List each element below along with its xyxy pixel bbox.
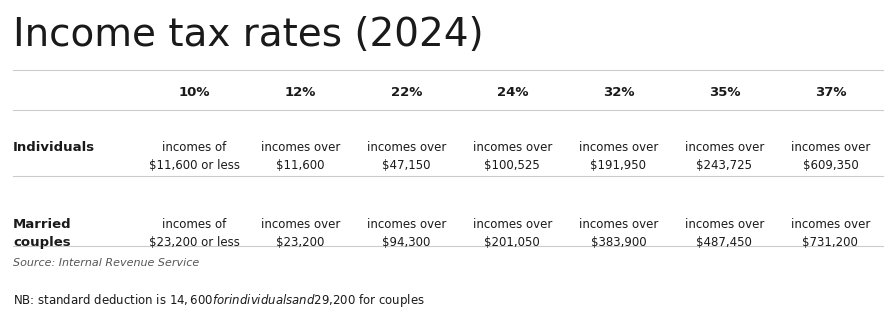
Text: 22%: 22% bbox=[391, 86, 422, 99]
Text: incomes over
$731,200: incomes over $731,200 bbox=[790, 218, 870, 249]
Text: incomes over
$609,350: incomes over $609,350 bbox=[790, 141, 870, 172]
Text: 12%: 12% bbox=[285, 86, 316, 99]
Text: 24%: 24% bbox=[497, 86, 528, 99]
Text: incomes over
$100,525: incomes over $100,525 bbox=[473, 141, 552, 172]
Text: Individuals: Individuals bbox=[13, 141, 95, 154]
Text: incomes over
$201,050: incomes over $201,050 bbox=[473, 218, 552, 249]
Text: 10%: 10% bbox=[178, 86, 210, 99]
Text: 37%: 37% bbox=[814, 86, 847, 99]
Text: Married
couples: Married couples bbox=[13, 218, 71, 249]
Text: incomes over
$11,600: incomes over $11,600 bbox=[260, 141, 340, 172]
Text: 32%: 32% bbox=[603, 86, 634, 99]
Text: incomes over
$94,300: incomes over $94,300 bbox=[367, 218, 446, 249]
Text: 35%: 35% bbox=[708, 86, 740, 99]
Text: NB: standard deduction is $14,600 for individuals and $29,200 for couples: NB: standard deduction is $14,600 for in… bbox=[13, 292, 425, 309]
Text: incomes over
$47,150: incomes over $47,150 bbox=[367, 141, 446, 172]
Text: Income tax rates (2024): Income tax rates (2024) bbox=[13, 16, 483, 55]
Text: incomes of
$23,200 or less: incomes of $23,200 or less bbox=[149, 218, 240, 249]
Text: incomes over
$191,950: incomes over $191,950 bbox=[579, 141, 658, 172]
Text: incomes over
$487,450: incomes over $487,450 bbox=[685, 218, 764, 249]
Text: incomes over
$243,725: incomes over $243,725 bbox=[685, 141, 764, 172]
Text: Source: Internal Revenue Service: Source: Internal Revenue Service bbox=[13, 258, 199, 268]
Text: incomes of
$11,600 or less: incomes of $11,600 or less bbox=[149, 141, 240, 172]
Text: incomes over
$23,200: incomes over $23,200 bbox=[260, 218, 340, 249]
Text: incomes over
$383,900: incomes over $383,900 bbox=[579, 218, 658, 249]
